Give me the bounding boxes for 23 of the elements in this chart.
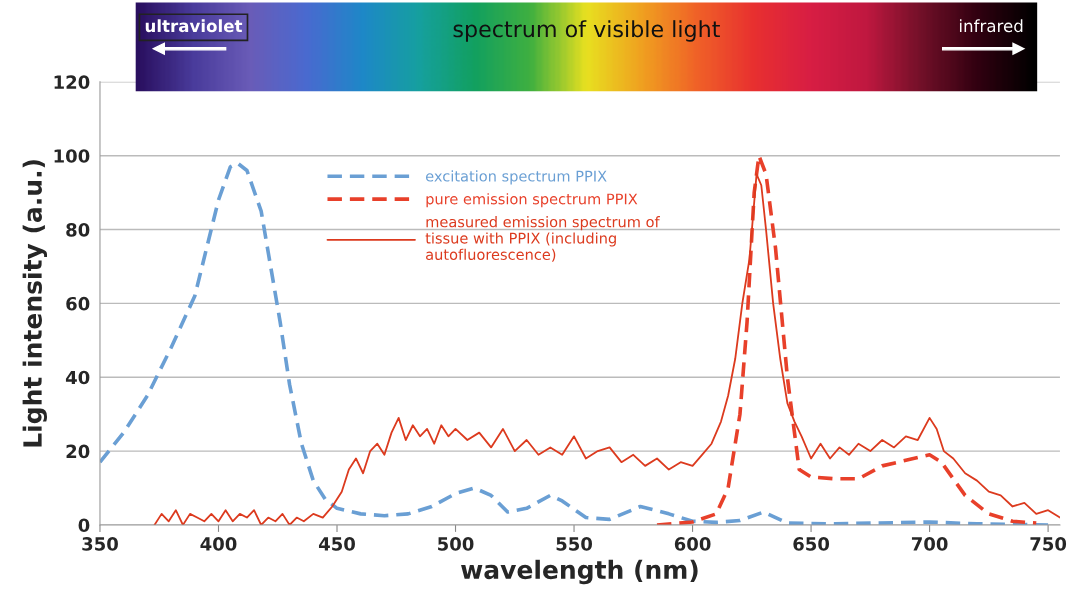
text: infrared [959, 19, 1023, 33]
y-tick-label: 80 [66, 223, 90, 237]
x-tick-label: 400 [200, 537, 237, 551]
text: pure emission spectrum PPIX [426, 193, 638, 208]
x-axis-title: wavelength (nm) [461, 559, 698, 585]
text: excitation spectrum PPIX [425, 170, 607, 185]
text: ultraviolet [145, 19, 243, 33]
x-tick-label: 650 [793, 537, 830, 551]
y-tick-label: 60 [66, 296, 90, 311]
y-tick-label: 100 [54, 149, 90, 163]
y-tick-label: 0 [78, 518, 90, 533]
x-tick-label: 750 [1030, 537, 1067, 551]
y-tick-label: 120 [54, 75, 90, 89]
x-tick-label: 450 [318, 537, 355, 551]
text: measured emission spectrum of tissue with PPIX (including autofluorescence) [425, 216, 660, 262]
y-tick-label: 40 [65, 370, 90, 385]
x-tick-label: 700 [911, 537, 948, 551]
y-tick-label: 20 [66, 444, 90, 459]
x-tick-label: 600 [674, 537, 711, 551]
x-tick-label: 550 [556, 537, 593, 551]
x-tick-label: 500 [438, 537, 474, 551]
y-axis-title: Light intensity (a.u.) [22, 160, 48, 447]
x-tick-label: 350 [82, 537, 118, 551]
